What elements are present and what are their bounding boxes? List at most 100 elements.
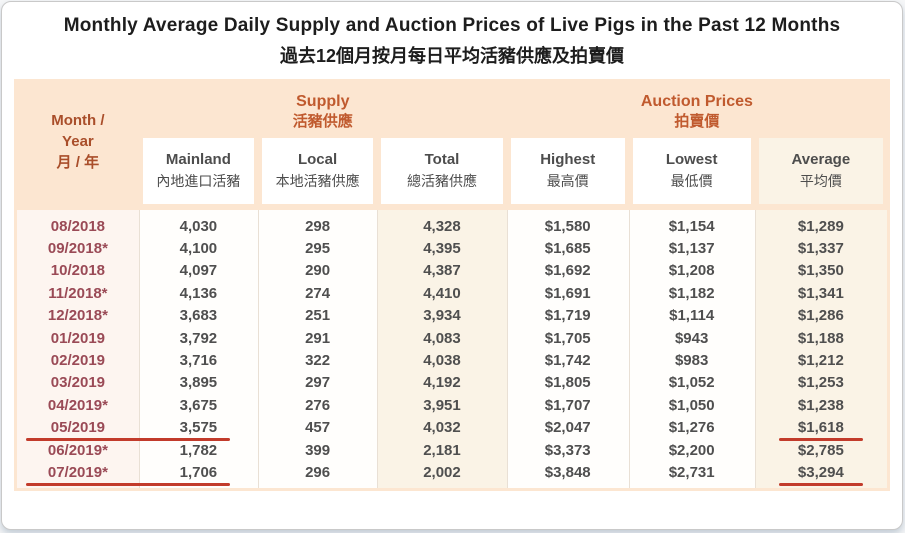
cell-lowest: $983	[674, 352, 709, 370]
auction-group-label-zh: 拍賣價	[674, 113, 720, 130]
cell-lowest: $1,182	[668, 284, 715, 302]
cell-local: 291	[305, 329, 331, 347]
column-header-total: Total 總活豬供應	[381, 138, 503, 204]
cell-mainland: 3,895	[179, 374, 218, 392]
cell-local: 322	[305, 352, 331, 370]
red-underline-annotation	[779, 437, 863, 441]
cell-total: 4,410	[423, 284, 461, 302]
cell-month: 02/2019	[50, 352, 106, 370]
cell-mainland: 1,782	[179, 441, 218, 459]
cell-highest: $1,805	[544, 374, 591, 392]
column-header-local: Local 本地活豬供應	[261, 138, 374, 204]
cell-lowest: $1,154	[668, 217, 715, 235]
cell-mainland: 3,675	[179, 396, 218, 414]
cell-highest: $1,691	[544, 284, 591, 302]
column-divider	[257, 210, 259, 488]
red-underline-annotation	[779, 482, 863, 486]
cell-highest: $1,719	[544, 307, 591, 325]
cell-lowest: $1,052	[668, 374, 715, 392]
cell-month: 12/2018*	[47, 307, 108, 325]
cell-month: 10/2018	[50, 262, 106, 280]
cell-month: 06/2019*	[47, 441, 108, 459]
cell-month: 01/2019	[50, 329, 106, 347]
column-divider	[754, 210, 756, 488]
cell-average: $3,294	[797, 463, 844, 481]
cell-month: 03/2019	[50, 374, 106, 392]
column-header-label-en: Total	[424, 151, 460, 168]
cell-average: $2,785	[797, 441, 844, 459]
cell-total: 3,934	[423, 307, 461, 325]
cell-local: 399	[305, 441, 331, 459]
cell-average: $1,188	[797, 329, 844, 347]
cell-total: 4,038	[423, 352, 461, 370]
cell-highest: $1,707	[544, 396, 591, 414]
cell-mainland: 3,575	[179, 419, 218, 437]
cell-total: 4,328	[423, 217, 461, 235]
cell-lowest: $943	[674, 329, 709, 347]
cell-lowest: $1,208	[668, 262, 715, 280]
cell-local: 251	[305, 307, 331, 325]
cell-total: 2,181	[423, 441, 461, 459]
cell-average: $1,286	[797, 307, 844, 325]
cell-highest: $1,685	[544, 240, 591, 258]
column-header-label-zh: 本地活豬供應	[275, 173, 360, 189]
cell-average: $1,341	[797, 284, 844, 302]
cell-average: $1,350	[797, 262, 844, 280]
title-block: Monthly Average Daily Supply and Auction…	[2, 2, 902, 68]
red-underline-annotation	[25, 437, 231, 441]
cell-local: 457	[305, 419, 331, 437]
cell-local: 296	[305, 463, 331, 481]
cell-mainland: 4,097	[179, 262, 218, 280]
cell-local: 295	[305, 240, 331, 258]
cell-average: $1,289	[797, 217, 844, 235]
column-divider	[506, 210, 508, 488]
cell-month: 09/2018*	[47, 240, 108, 258]
column-header-highest: Highest 最高價	[510, 138, 625, 204]
cell-average: $1,238	[797, 396, 844, 414]
cell-total: 4,387	[423, 262, 461, 280]
column-header-lowest: Lowest 最低價	[632, 138, 751, 204]
cell-month: 05/2019	[50, 419, 106, 437]
table-row: 11/2018* 4,136 274 4,410 $1,691 $1,182 $1,341	[17, 282, 887, 304]
table-row: 08/2018 4,030 298 4,328 $1,580 $1,154 $1,289	[17, 215, 887, 237]
column-divider	[377, 210, 379, 488]
cell-average: $1,337	[797, 240, 844, 258]
cell-average: $1,253	[797, 374, 844, 392]
column-header-label-zh: 平均價	[799, 173, 842, 189]
cell-local: 290	[305, 262, 331, 280]
column-header-label-en: Mainland	[165, 151, 231, 168]
red-underline-annotation	[25, 482, 231, 486]
auction-group-label-en: Auction Prices	[640, 93, 753, 110]
column-header-label-zh: 內地進口活豬	[156, 173, 241, 189]
month-year-line1: Month /	[51, 112, 105, 129]
table-header: Month / Year 月 / 年 Supply 活豬供應 Auction P…	[17, 79, 887, 210]
cell-local: 297	[305, 374, 331, 392]
cell-mainland: 4,136	[179, 284, 218, 302]
cell-lowest: $2,200	[668, 441, 715, 459]
month-year-column-header: Month / Year 月 / 年	[17, 79, 139, 204]
supply-group-label-en: Supply	[296, 93, 350, 110]
cell-local: 274	[305, 284, 331, 302]
cell-highest: $1,705	[544, 329, 591, 347]
cell-highest: $2,047	[544, 419, 591, 437]
cell-highest: $1,742	[544, 352, 591, 370]
table-row: 10/2018 4,097 290 4,387 $1,692 $1,208 $1,350	[17, 260, 887, 282]
cell-highest: $1,580	[544, 217, 591, 235]
table-row: 12/2018* 3,683 251 3,934 $1,719 $1,114 $1,286	[17, 305, 887, 327]
table-row: 04/2019* 3,675 276 3,951 $1,707 $1,050 $1,238	[17, 394, 887, 416]
cell-mainland: 3,683	[179, 307, 218, 325]
supply-price-table: Month / Year 月 / 年 Supply 活豬供應 Auction P…	[14, 79, 890, 491]
cell-total: 4,192	[423, 374, 461, 392]
table-row: 05/2019 3,575 457 4,032 $2,047 $1,276 $1,618	[17, 417, 887, 441]
cell-local: 298	[305, 217, 331, 235]
table-row: 06/2019* 1,782 399 2,181 $3,373 $2,200 $2,785	[17, 439, 887, 461]
cell-month: 07/2019*	[47, 463, 108, 481]
table-row: 01/2019 3,792 291 4,083 $1,705 $943 $1,188	[17, 327, 887, 349]
column-header-label-en: Average	[791, 151, 851, 168]
month-column-stripe	[17, 210, 139, 488]
cell-month: 04/2019*	[47, 396, 108, 414]
page-title: Monthly Average Daily Supply and Auction…	[63, 15, 841, 36]
column-header-label-zh: 總活豬供應	[406, 173, 477, 189]
column-header-label-en: Highest	[540, 151, 596, 168]
